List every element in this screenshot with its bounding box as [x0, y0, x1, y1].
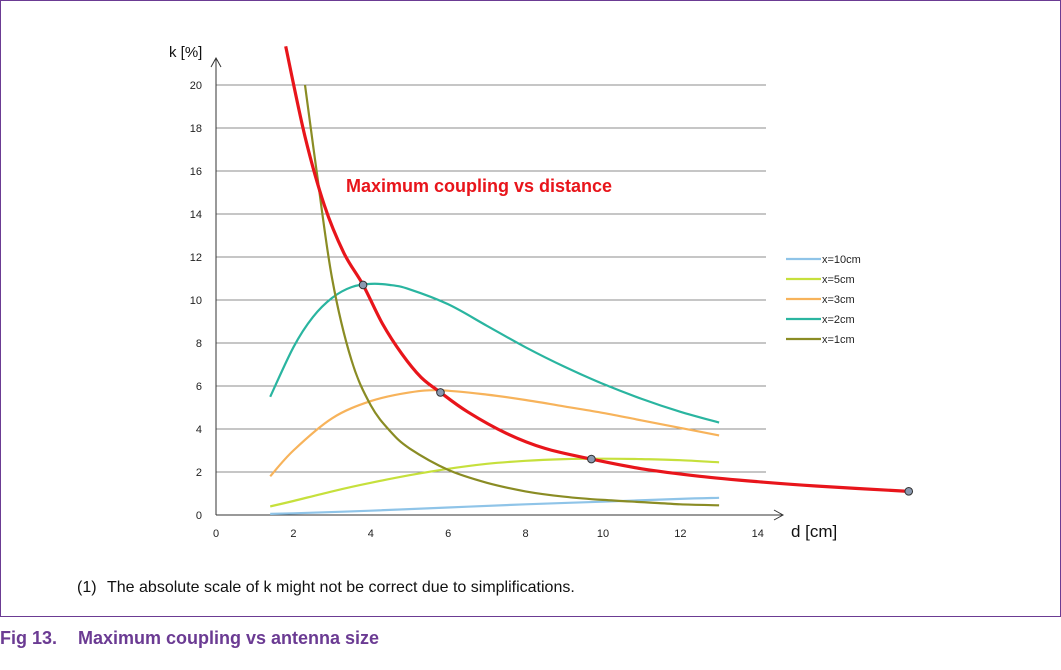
series-line-x=2cm	[269, 282, 720, 424]
y-axis-label: k [%]	[169, 44, 202, 61]
legend-label-x=5cm: x=5cm	[822, 274, 855, 286]
x-tick-label-12: 12	[674, 528, 686, 540]
footnote-marker: (1)	[77, 579, 97, 596]
y-tick-label-0: 0	[196, 510, 202, 522]
y-tick-label-6: 6	[196, 381, 202, 393]
x-tick-label-2: 2	[290, 528, 296, 540]
y-tick-label-14: 14	[190, 209, 202, 221]
marked-point-2	[436, 388, 445, 397]
curve-annotation: Maximum coupling vs distance	[346, 176, 612, 196]
y-tick-label-2: 2	[196, 467, 202, 479]
x-tick-label-4: 4	[368, 528, 374, 540]
x-tick-label-6: 6	[445, 528, 451, 540]
x-tick-label-8: 8	[523, 528, 529, 540]
footnote: (1) The absolute scale of k might not be …	[77, 579, 575, 597]
y-tick-label-10: 10	[190, 295, 202, 307]
legend-label-x=10cm: x=10cm	[822, 254, 861, 266]
max-coupling-curve	[284, 45, 909, 493]
x-tick-label-0: 0	[213, 528, 219, 540]
figure-caption: Fig 13. Maximum coupling vs antenna size	[0, 628, 379, 649]
figure-number: Fig 13.	[0, 628, 58, 648]
y-tick-label-16: 16	[190, 166, 202, 178]
legend-label-x=1cm: x=1cm	[822, 334, 855, 346]
y-tick-label-18: 18	[190, 123, 202, 135]
legend-label-x=2cm: x=2cm	[822, 314, 855, 326]
footnote-text: The absolute scale of k might not be cor…	[107, 579, 575, 596]
series-line-x=1cm	[303, 84, 720, 507]
x-axis-arrow	[773, 509, 785, 521]
series-line-x=10cm	[270, 496, 720, 515]
coupling-chart: 0 2 4 6 8 10 12 14 16 18 20 0 2 4 6 8 10 12 14 k [%] d [cm] M…	[169, 44, 914, 541]
y-tick-label-4: 4	[196, 424, 202, 436]
marked-point-4	[904, 487, 914, 496]
x-tick-label-14: 14	[752, 528, 764, 540]
y-tick-label-8: 8	[196, 338, 202, 350]
y-tick-label-20: 20	[190, 80, 202, 92]
legend-label-x=3cm: x=3cm	[822, 294, 855, 306]
marked-point-3	[587, 454, 596, 464]
x-tick-label-10: 10	[597, 528, 609, 540]
x-axis-label: d [cm]	[791, 522, 837, 541]
marked-point-1	[358, 280, 368, 290]
y-axis-arrow	[210, 56, 222, 68]
y-tick-label-12: 12	[190, 252, 202, 264]
figure-caption-text: Maximum coupling vs antenna size	[78, 628, 380, 648]
series-line-x=3cm	[269, 389, 720, 478]
figure-frame: 0 2 4 6 8 10 12 14 16 18 20 0 2 4 6 8 10 12 14 k [%] d [cm] M…	[0, 0, 1061, 617]
series-line-x=5cm	[269, 457, 720, 508]
